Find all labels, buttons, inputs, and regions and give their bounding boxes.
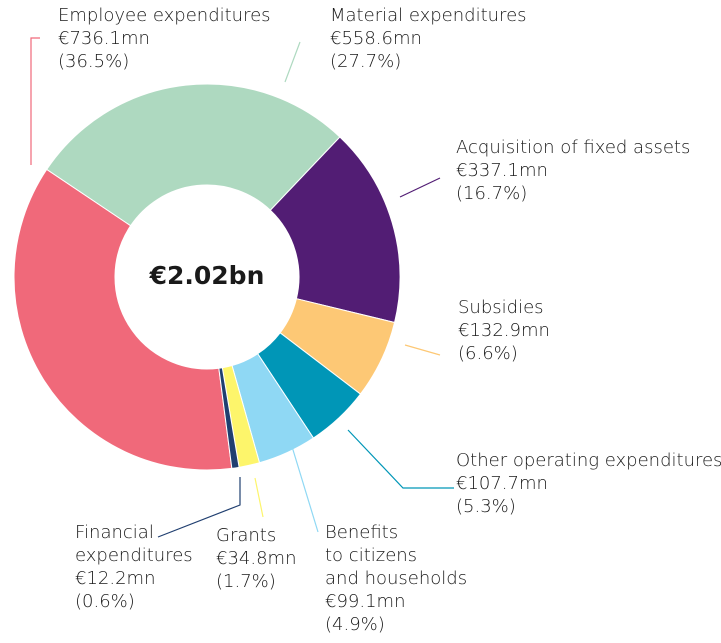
share-label: (0.6%) bbox=[75, 591, 135, 612]
slice-name: Employee expenditures bbox=[58, 5, 271, 26]
value-label: €99.1mn bbox=[325, 591, 405, 612]
leader-line bbox=[289, 439, 319, 533]
slice-name: Grants bbox=[216, 525, 276, 546]
slice-name: Other operating expenditures bbox=[456, 450, 721, 471]
leader-line bbox=[404, 344, 441, 356]
value-label: €132.9mn bbox=[458, 320, 550, 341]
share-label: (4.9%) bbox=[325, 614, 385, 635]
share-label: (27.7%) bbox=[330, 51, 401, 72]
donut-slice bbox=[13, 168, 233, 471]
value-label: €34.8mn bbox=[216, 548, 296, 569]
leader-line bbox=[284, 41, 301, 83]
share-label: (36.5%) bbox=[58, 51, 129, 72]
slice-name: Acquisition of fixed assets bbox=[456, 137, 690, 158]
leader-line bbox=[399, 177, 441, 198]
leader-line bbox=[157, 477, 241, 538]
slice-name: Financial expenditures bbox=[75, 522, 193, 566]
leader-line bbox=[30, 37, 40, 165]
donut bbox=[13, 83, 401, 471]
share-label: (5.3%) bbox=[456, 496, 516, 517]
leader-line bbox=[347, 429, 454, 489]
leader-line bbox=[254, 477, 264, 518]
donut-slice bbox=[218, 367, 240, 469]
value-label: €337.1mn bbox=[456, 160, 548, 181]
value-label: €12.2mn bbox=[75, 568, 155, 589]
slice-name: Material expenditures bbox=[330, 5, 527, 26]
share-label: (16.7%) bbox=[456, 183, 527, 204]
value-label: €107.7mn bbox=[456, 473, 548, 494]
slice-name: Benefits to citizens and households bbox=[325, 522, 467, 589]
slice-name: Subsidies bbox=[458, 297, 544, 318]
center-total: €2.02bn bbox=[149, 261, 265, 290]
share-label: (6.6%) bbox=[458, 343, 518, 364]
share-label: (1.7%) bbox=[216, 571, 276, 592]
value-label: €558.6mn bbox=[330, 28, 422, 49]
value-label: €736.1mn bbox=[58, 28, 150, 49]
donut-slice bbox=[46, 83, 341, 227]
donut-slice bbox=[269, 136, 401, 324]
